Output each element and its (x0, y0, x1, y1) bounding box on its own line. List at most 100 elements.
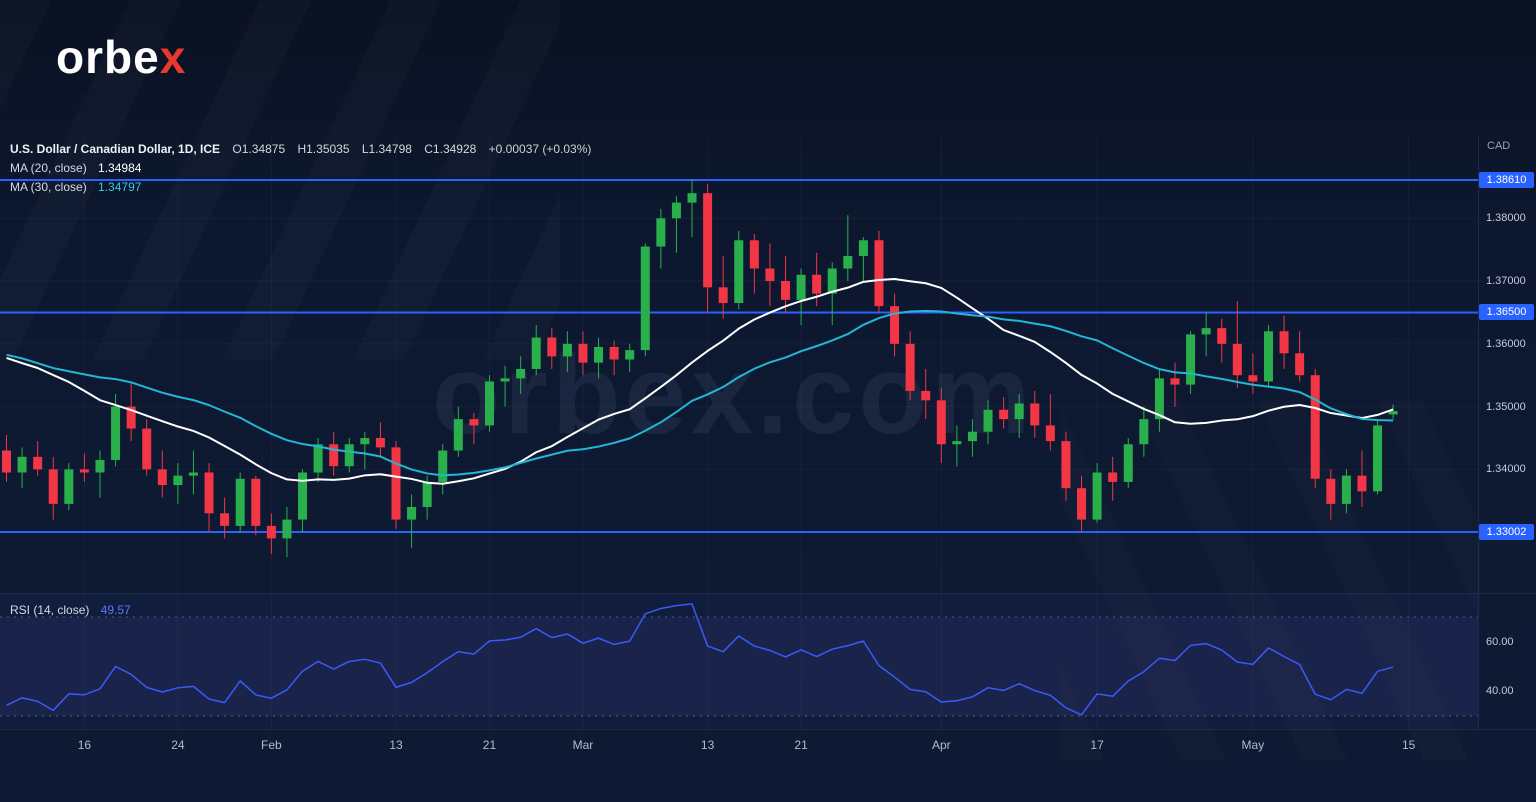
candle (1154, 378, 1164, 420)
candle (1061, 441, 1071, 489)
ma30-value: 1.34797 (98, 180, 142, 194)
candle (625, 350, 635, 360)
rsi-line (6, 603, 1394, 716)
candle (33, 456, 43, 470)
logo-accent-x: x (159, 31, 187, 83)
high-value: H1.35035 (297, 142, 350, 156)
candle (126, 406, 136, 429)
candle (562, 343, 572, 357)
logo-text: orbe (56, 31, 160, 83)
candle (48, 469, 58, 504)
symbol-title[interactable]: U.S. Dollar / Canadian Dollar, 1D, ICE (10, 142, 221, 156)
close-value: C1.34928 (424, 142, 477, 156)
candle (1217, 328, 1227, 344)
candle (594, 346, 604, 363)
time-axis[interactable]: 16 24 Feb 13 21 Mar 13 21 Apr 17 May 15 (0, 730, 1478, 770)
candle (983, 409, 993, 432)
candle (1263, 331, 1273, 382)
candle (1326, 478, 1336, 504)
open-value: O1.34875 (232, 142, 286, 156)
candle (1139, 419, 1149, 445)
candle (936, 400, 946, 445)
candle (858, 240, 868, 256)
candle (640, 246, 650, 351)
candle (843, 255, 853, 269)
candle (1030, 403, 1040, 426)
candle (344, 444, 354, 467)
ma20-legend-row[interactable]: MA (20, close) 1.34984 (10, 159, 591, 178)
candle (812, 274, 822, 294)
candle (1232, 343, 1242, 376)
candle (547, 337, 557, 357)
change-value: +0.00037 (+0.03%) (488, 142, 592, 156)
candle (313, 444, 323, 473)
candle (391, 447, 401, 520)
ma20-value: 1.34984 (98, 161, 142, 175)
rsi-tick-label: 60.00 (1486, 635, 1514, 648)
candle (282, 519, 292, 539)
candle (1248, 375, 1258, 382)
low-value: L1.34798 (361, 142, 412, 156)
time-tick-label: 13 (700, 738, 715, 752)
candle (999, 409, 1009, 420)
time-tick-label: 24 (171, 738, 185, 752)
candle (609, 346, 619, 360)
candle (671, 202, 681, 219)
candle (1186, 334, 1196, 385)
time-tick-label: 17 (1090, 738, 1104, 752)
candle (220, 513, 230, 526)
time-tick-label: 21 (794, 738, 808, 752)
candle (531, 337, 541, 369)
candle (781, 281, 790, 300)
candle (516, 368, 526, 379)
price-tick-label: 1.34000 (1486, 463, 1526, 476)
candle (266, 525, 276, 539)
time-tick-label: 15 (1402, 738, 1416, 752)
price-level-badge: 1.38610 (1479, 172, 1534, 188)
candle (1310, 375, 1320, 479)
symbol-legend-row[interactable]: U.S. Dollar / Canadian Dollar, 1D, ICE O… (10, 140, 591, 159)
ma20-label: MA (20, close) (10, 161, 87, 175)
rsi-band (0, 617, 1478, 716)
candle (1341, 475, 1351, 504)
price-axis[interactable]: CAD 1.38610 1.38000 1.37000 1.36500 1.36000 1… (1478, 0, 1536, 802)
candle (329, 444, 339, 467)
price-tick-label: 1.35000 (1486, 400, 1526, 413)
price-level-badge: 1.33002 (1479, 524, 1534, 540)
price-level-badge: 1.36500 (1479, 304, 1534, 321)
rsi-legend-row[interactable]: RSI (14, close) 49.57 (10, 603, 131, 617)
candle (952, 441, 962, 445)
candle (578, 343, 588, 363)
candle (453, 419, 463, 451)
candle (827, 268, 837, 294)
candle (2, 450, 11, 473)
time-tick-label: May (1241, 738, 1265, 752)
candle (905, 343, 915, 391)
candle (1279, 331, 1289, 354)
candle (1373, 425, 1383, 492)
candles-layer (2, 179, 1398, 558)
candle (1045, 425, 1055, 442)
candle (235, 478, 245, 526)
time-tick-label: Apr (931, 738, 951, 752)
candle (438, 450, 448, 482)
candle (251, 478, 261, 526)
ma30-label: MA (30, close) (10, 180, 87, 194)
candle (703, 193, 713, 288)
candle (1014, 403, 1024, 420)
candle (1388, 411, 1398, 415)
candle (1123, 444, 1133, 482)
candle (188, 472, 198, 476)
candle (1108, 472, 1118, 482)
candle (1170, 378, 1180, 385)
candle (765, 268, 775, 282)
candle (656, 218, 666, 247)
candle (796, 274, 806, 300)
ma30-legend-row[interactable]: MA (30, close) 1.34797 (10, 178, 591, 197)
axis-currency-label: CAD (1487, 140, 1511, 152)
time-tick-label: 13 (389, 738, 403, 752)
chart-legend: U.S. Dollar / Canadian Dollar, 1D, ICE O… (10, 140, 591, 197)
rsi-label: RSI (14, close) (10, 603, 90, 617)
candle (1295, 353, 1305, 376)
